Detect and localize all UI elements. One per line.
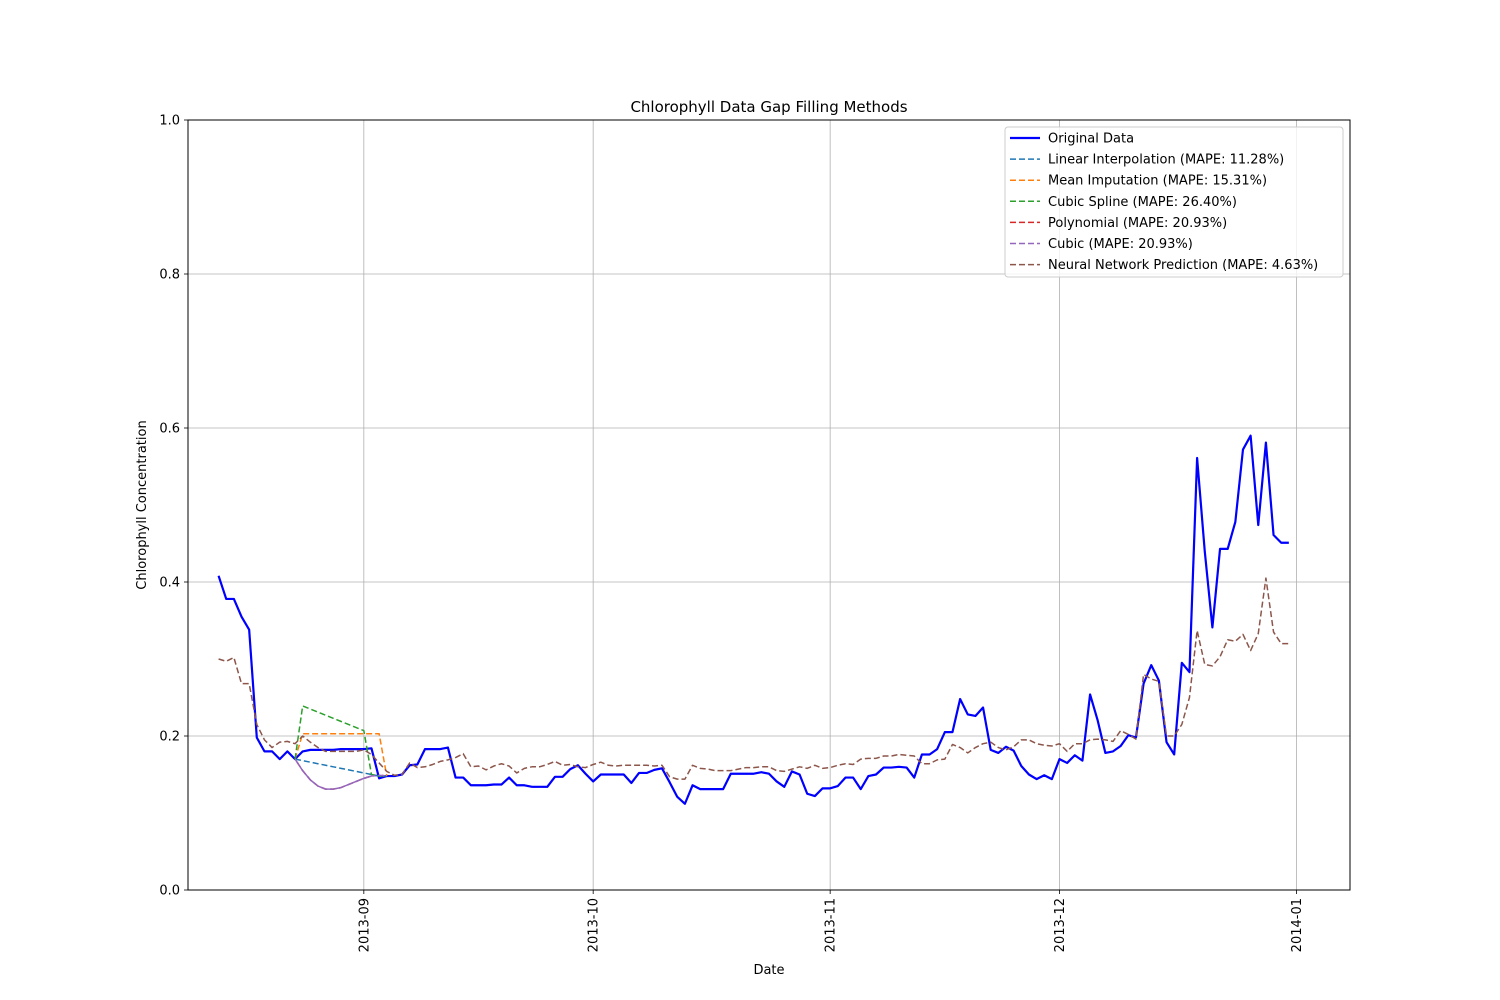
legend-entry: Original Data bbox=[1048, 132, 1134, 147]
x-tick-label: 2013-09 bbox=[357, 898, 372, 952]
y-tick-label: 0.8 bbox=[159, 268, 180, 283]
x-tick-label: 2013-10 bbox=[587, 898, 602, 952]
chart-title: Chlorophyll Data Gap Filling Methods bbox=[630, 98, 907, 116]
y-tick-label: 0.4 bbox=[159, 576, 180, 591]
y-tick-label: 1.0 bbox=[159, 114, 180, 129]
cubic-gap-line bbox=[294, 758, 387, 790]
ticks: 0.0 0.2 0.4 0.6 0.8 1.0 2013-09 2013-10 2013-11 2… bbox=[159, 114, 1305, 953]
x-tick-label: 2014-01 bbox=[1290, 898, 1305, 952]
y-tick-label: 0.0 bbox=[159, 884, 180, 899]
mean-imputation-line bbox=[294, 732, 388, 777]
legend: Original Data Linear Interpolation (MAPE:… bbox=[1004, 126, 1344, 278]
x-axis-label: Date bbox=[753, 963, 784, 978]
legend-entry: Polynomial (MAPE: 20.93%) bbox=[1048, 216, 1227, 231]
y-tick-label: 0.2 bbox=[159, 730, 180, 745]
cubic-spline-line bbox=[294, 705, 387, 777]
legend-entry: Cubic (MAPE: 20.93%) bbox=[1048, 237, 1193, 252]
legend-entry: Neural Network Prediction (MAPE: 4.63%) bbox=[1048, 258, 1318, 273]
legend-entry: Linear Interpolation (MAPE: 11.28%) bbox=[1048, 153, 1284, 168]
y-tick-label: 0.6 bbox=[159, 422, 180, 437]
plot-frame bbox=[187, 119, 1351, 891]
neural-network-line bbox=[218, 577, 1289, 780]
legend-box bbox=[1004, 126, 1344, 278]
x-tick-label: 2013-11 bbox=[824, 898, 839, 952]
legend-entry: Mean Imputation (MAPE: 15.31%) bbox=[1048, 174, 1267, 189]
x-tick-label: 2013-12 bbox=[1053, 898, 1068, 952]
series-group bbox=[217, 434, 1289, 805]
y-axis-label: Chlorophyll Concentration bbox=[135, 420, 150, 589]
legend-entry: Cubic Spline (MAPE: 26.40%) bbox=[1048, 195, 1237, 210]
